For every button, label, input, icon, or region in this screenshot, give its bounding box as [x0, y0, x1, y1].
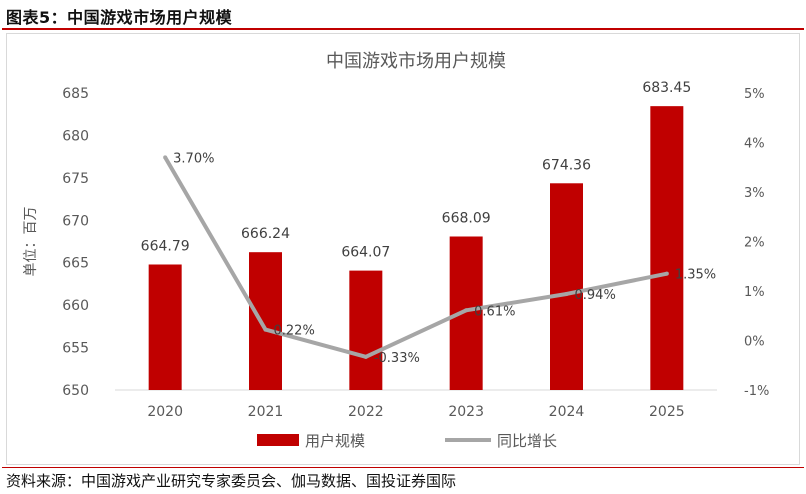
y2-tick-label: 2% — [744, 236, 765, 251]
y2-tick-label: 5% — [744, 87, 765, 102]
bar-value-label: 668.09 — [442, 210, 491, 226]
bar-2020 — [148, 264, 182, 390]
growth-value-label: 0.94% — [575, 288, 616, 303]
growth-value-label: 3.70% — [173, 151, 214, 166]
growth-point-2020 — [163, 155, 168, 160]
legend-line-label: 同比增长 — [497, 432, 557, 450]
y-tick-label: 675 — [62, 171, 89, 187]
bar-2022 — [349, 270, 383, 390]
chart-container: 中国游戏市场用户规模 650 655 660 665 670 675 680 685 -1% 0% 1… — [6, 33, 800, 465]
y-tick-label: 685 — [62, 86, 89, 102]
y-tick-label: 660 — [62, 298, 89, 314]
bar-value-label: 674.36 — [542, 157, 591, 173]
y2-tick-label: 3% — [744, 186, 765, 201]
bar-value-label: 683.45 — [642, 80, 691, 96]
y2-tick-label: 1% — [744, 285, 765, 300]
y-axis-label: 单位：百万 — [23, 207, 39, 277]
y-tick-label: 665 — [62, 256, 89, 272]
x-tick-label: 2020 — [147, 404, 183, 420]
x-tick-label: 2024 — [549, 404, 585, 420]
bar-value-label: 664.79 — [141, 238, 190, 254]
bar-value-label: 666.24 — [241, 226, 290, 242]
x-tick-label: 2021 — [248, 404, 284, 420]
growth-point-2023 — [464, 308, 469, 313]
growth-value-label: -0.33% — [374, 351, 420, 366]
legend-bar-swatch — [257, 434, 299, 446]
growth-value-label: 1.35% — [675, 268, 716, 283]
x-tick-label: 2023 — [448, 404, 484, 420]
x-tick-label: 2025 — [649, 404, 685, 420]
figure-title: 图表5：中国游戏市场用户规模 — [6, 8, 233, 27]
x-tick-label: 2022 — [348, 404, 384, 420]
growth-line — [163, 156, 668, 359]
y-tick-label: 650 — [62, 383, 89, 399]
combo-chart: 中国游戏市场用户规模 650 655 660 665 670 675 680 685 -1% 0% 1… — [23, 51, 769, 450]
y-tick-label: 655 — [62, 341, 89, 357]
source-note: 资料来源：中国游戏产业研究专家委员会、伽马数据、国投证券国际 — [6, 472, 457, 490]
y2-tick-label: 4% — [744, 137, 765, 152]
bar-value-label: 664.07 — [341, 245, 390, 261]
growth-point-2022 — [363, 354, 368, 359]
growth-value-label: 0.22% — [274, 324, 315, 339]
growth-point-2021 — [263, 327, 268, 332]
y-tick-label: 670 — [62, 213, 89, 229]
y2-tick-label: -1% — [744, 384, 769, 399]
top-divider — [2, 28, 804, 30]
growth-value-label: 0.61% — [474, 304, 515, 319]
y2-tick-label: 0% — [744, 335, 765, 350]
bottom-divider — [2, 467, 804, 468]
growth-point-2024 — [564, 291, 569, 296]
y-tick-label: 680 — [62, 128, 89, 144]
bar-2024 — [550, 183, 583, 390]
bar-2025 — [650, 106, 684, 390]
growth-point-2025 — [664, 271, 669, 276]
bar-2021 — [249, 252, 282, 390]
legend-bar-label: 用户规模 — [305, 432, 365, 450]
chart-title: 中国游戏市场用户规模 — [326, 51, 506, 72]
